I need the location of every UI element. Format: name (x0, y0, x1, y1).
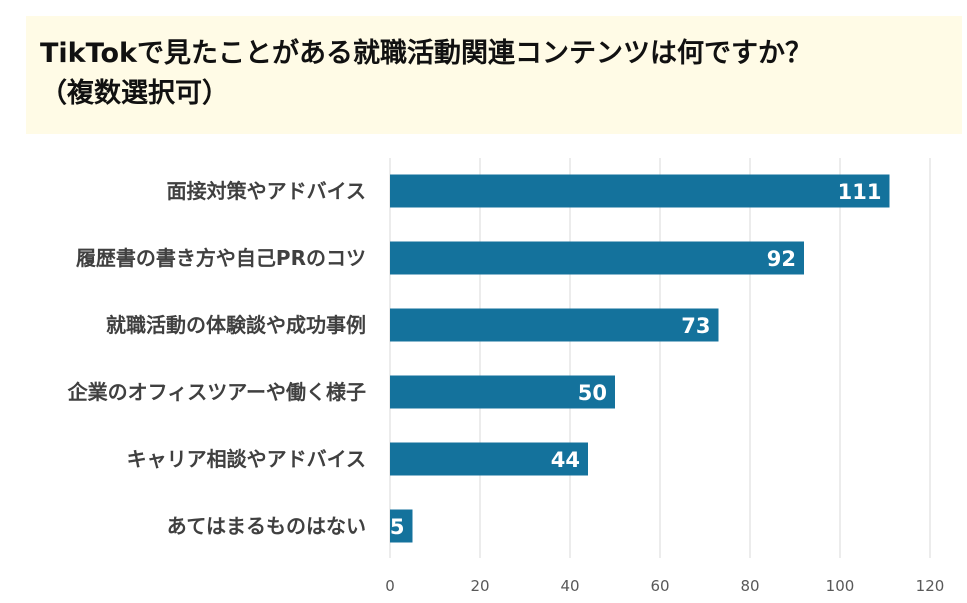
x-tick-label: 120 (916, 577, 945, 595)
bar (390, 308, 719, 342)
data-label: 73 (681, 314, 710, 338)
data-label: 44 (551, 448, 580, 472)
x-tick-label: 0 (385, 577, 395, 595)
category-label: キャリア相談やアドバイス (127, 447, 366, 471)
chart-title: TikTokで見たことがある就職活動関連コンテンツは何ですか？ (40, 38, 812, 69)
x-tick-label: 60 (650, 577, 669, 595)
x-tick-label: 100 (826, 577, 855, 595)
bar (390, 375, 615, 409)
category-label: あてはまるものはない (167, 514, 366, 538)
bar (390, 241, 804, 275)
bar (390, 442, 588, 476)
bar (390, 174, 890, 208)
title-box: TikTokで見たことがある就職活動関連コンテンツは何ですか？ （複数選択可） (26, 16, 962, 134)
data-label: 92 (767, 247, 796, 271)
chart-area: 0 20 40 60 80 100 120 面接対策やアドバイス 111 履歴書の書き方や自己PR… (0, 150, 967, 603)
data-label: 5 (390, 515, 405, 539)
data-label: 50 (578, 381, 607, 405)
category-label: 面接対策やアドバイス (167, 179, 366, 203)
x-tick-label: 80 (740, 577, 759, 595)
x-tick-label: 20 (470, 577, 489, 595)
bar-chart: 0 20 40 60 80 100 120 面接対策やアドバイス 111 履歴書の書き方や自己PR… (67, 158, 945, 595)
category-label: 就職活動の体験談や成功事例 (106, 313, 366, 337)
category-label: 企業のオフィスツアーや働く様子 (67, 380, 366, 404)
bar (390, 509, 413, 543)
data-label: 111 (838, 180, 882, 204)
x-tick-label: 40 (560, 577, 579, 595)
category-label: 履歴書の書き方や自己PRのコツ (76, 246, 366, 270)
chart-subtitle: （複数選択可） (40, 78, 229, 109)
